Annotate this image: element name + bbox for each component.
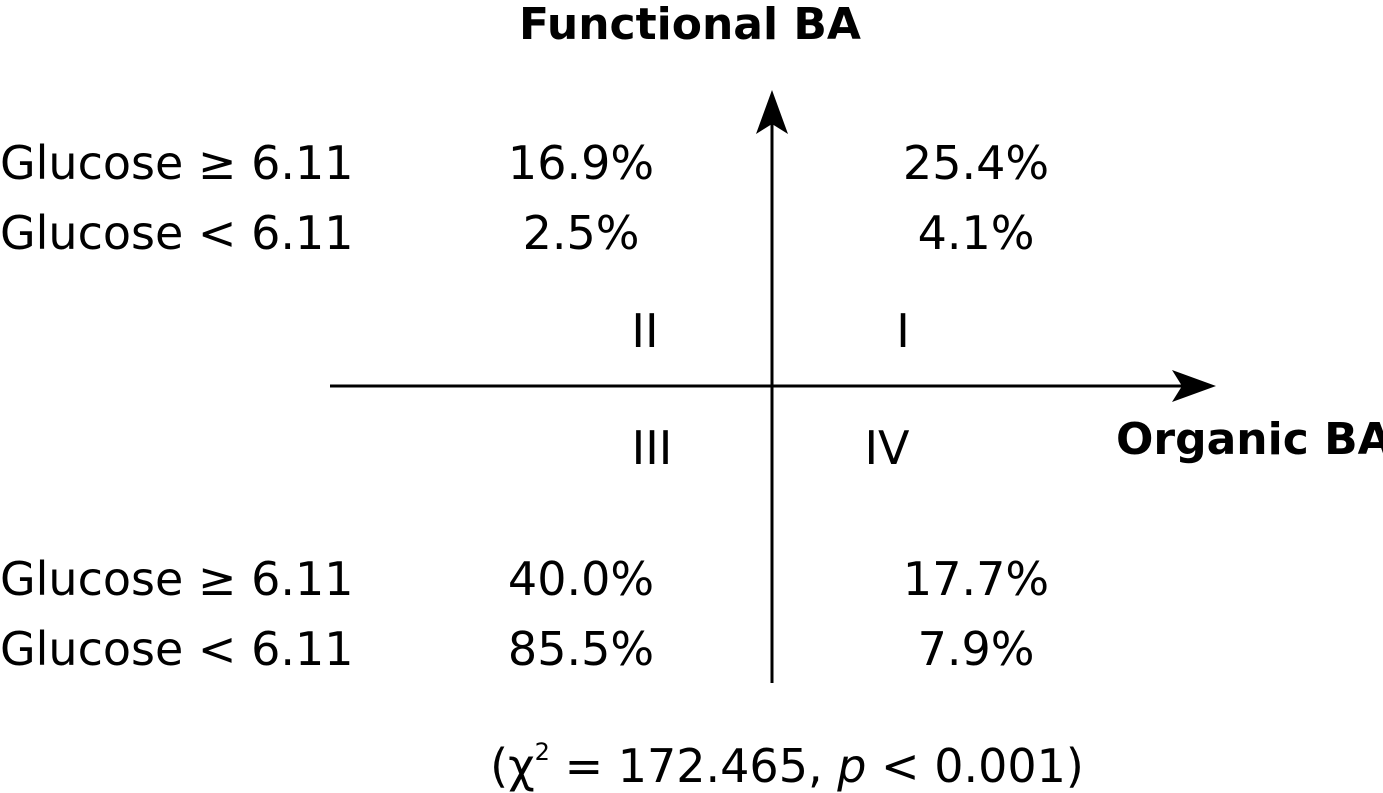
quadrant-ii-low-value: 2.5% xyxy=(522,206,640,260)
y-axis-label: Functional BA xyxy=(519,0,861,50)
quadrant-iii-low-value: 85.5% xyxy=(507,622,655,676)
quadrant-label-iii: III xyxy=(631,421,673,475)
quadrant-i-low-value: 4.1% xyxy=(917,206,1035,260)
quadrant-iv-low-value: 7.9% xyxy=(917,622,1035,676)
chi-value: = 172.465, xyxy=(549,739,838,793)
p-value: < 0.001) xyxy=(866,739,1084,793)
quadrant-ii-high-value: 16.9% xyxy=(507,136,655,190)
top-row-label-high: Glucose ≥ 6.11 xyxy=(0,136,354,190)
bottom-row-label-high: Glucose ≥ 6.11 xyxy=(0,552,354,606)
chi-square-result: (χ2 = 172.465, p < 0.001) xyxy=(490,740,1084,789)
top-row-label-low: Glucose < 6.11 xyxy=(0,206,354,260)
bottom-row-label-low: Glucose < 6.11 xyxy=(0,622,354,676)
chi-open-paren: ( xyxy=(490,739,509,793)
quadrant-label-ii: II xyxy=(631,304,659,358)
quadrant-label-iv: IV xyxy=(864,421,910,475)
p-symbol: p xyxy=(837,739,867,793)
quadrant-i-high-value: 25.4% xyxy=(902,136,1050,190)
chi-superscript: 2 xyxy=(534,738,550,766)
horizontal-axis-arrowhead xyxy=(1172,370,1216,402)
vertical-axis-arrowhead xyxy=(756,90,788,134)
chi-symbol: χ xyxy=(508,739,535,793)
quadrant-iii-high-value: 40.0% xyxy=(507,552,655,606)
x-axis-label: Organic BA xyxy=(1116,414,1383,465)
quadrant-label-i: I xyxy=(896,304,910,358)
quadrant-iv-high-value: 17.7% xyxy=(902,552,1050,606)
